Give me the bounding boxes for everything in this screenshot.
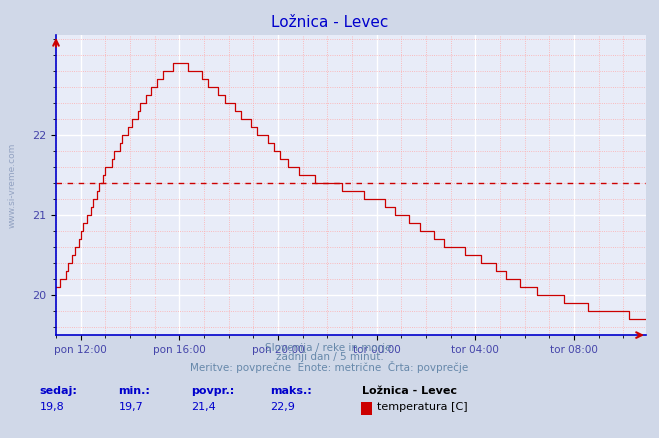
- Text: Ložnica - Levec: Ložnica - Levec: [362, 386, 457, 396]
- Text: Ložnica - Levec: Ložnica - Levec: [271, 15, 388, 30]
- Text: 19,7: 19,7: [119, 402, 144, 412]
- Text: 21,4: 21,4: [191, 402, 216, 412]
- Text: Meritve: povprečne  Enote: metrične  Črta: povprečje: Meritve: povprečne Enote: metrične Črta:…: [190, 361, 469, 373]
- Text: zadnji dan / 5 minut.: zadnji dan / 5 minut.: [275, 352, 384, 362]
- Text: www.si-vreme.com: www.si-vreme.com: [7, 142, 16, 228]
- Text: 22,9: 22,9: [270, 402, 295, 412]
- Text: min.:: min.:: [119, 386, 150, 396]
- Text: povpr.:: povpr.:: [191, 386, 235, 396]
- Text: temperatura [C]: temperatura [C]: [377, 402, 468, 412]
- Text: 19,8: 19,8: [40, 402, 65, 412]
- Text: sedaj:: sedaj:: [40, 386, 77, 396]
- Text: Slovenija / reke in morje.: Slovenija / reke in morje.: [264, 343, 395, 353]
- Text: maks.:: maks.:: [270, 386, 312, 396]
